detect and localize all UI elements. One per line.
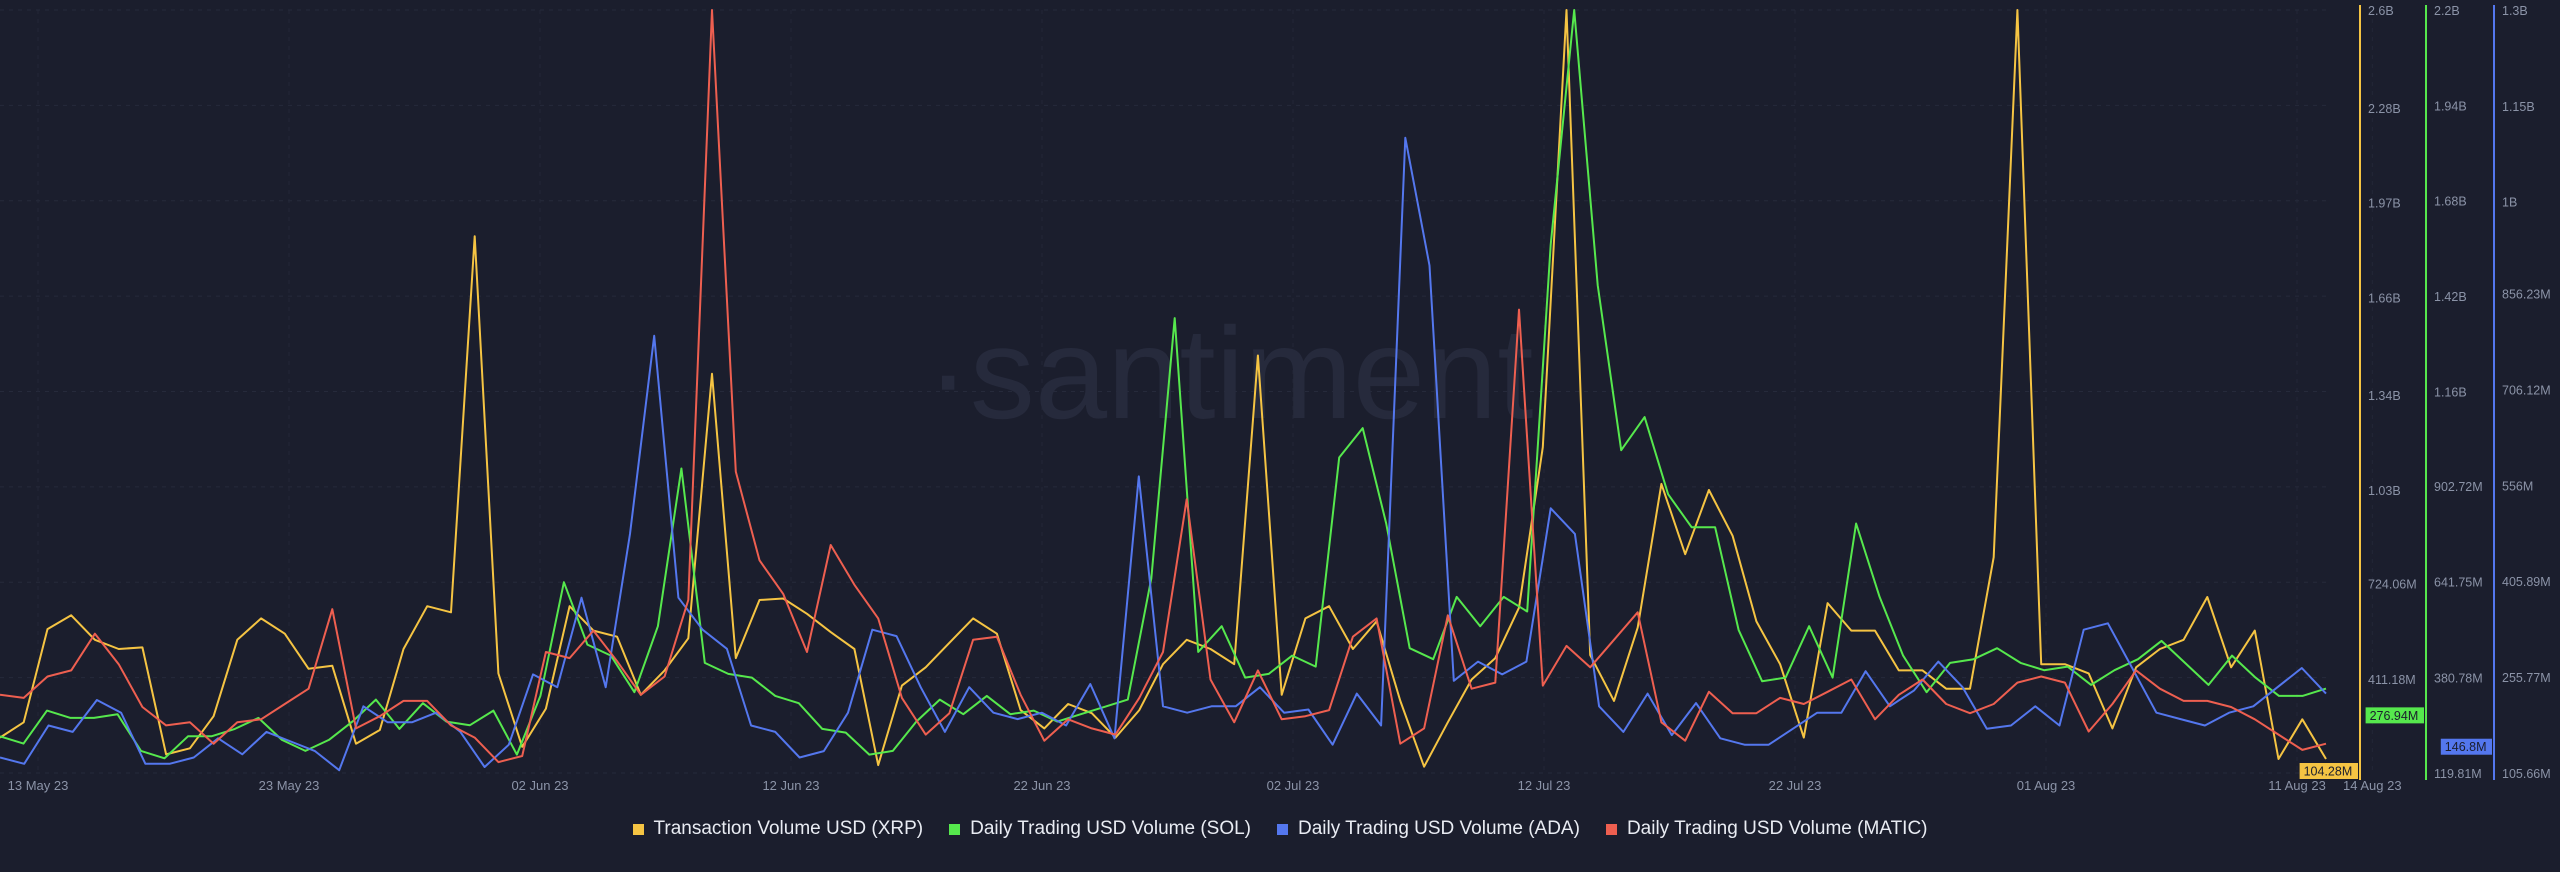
y-tick-label-ada: 1.15B — [2502, 100, 2535, 114]
legend-item-matic[interactable]: Daily Trading USD Volume (MATIC) — [1605, 818, 1928, 840]
y-tick-label-xrp: 1.34B — [2368, 389, 2401, 403]
legend-swatch-ada — [1277, 823, 1288, 835]
y-tick-label-xrp: 2.6B — [2368, 4, 2394, 18]
x-tick-label: 22 Jun 23 — [1013, 778, 1070, 793]
x-tick-label: 22 Jul 23 — [1769, 778, 1822, 793]
series-line-xrp — [0, 9, 2327, 768]
y-tick-label-xrp: 2.28B — [2368, 102, 2401, 116]
x-tick-label: 12 Jun 23 — [762, 778, 819, 793]
y-tick-label-sol: 1.68B — [2434, 195, 2467, 209]
y-tick-label-ada: 1.3B — [2502, 4, 2528, 18]
last-value-badge-ada — [2440, 738, 2492, 755]
y-tick-label-sol: 2.2B — [2434, 4, 2460, 18]
series-line-ada — [0, 136, 2327, 772]
last-value-label-sol: 276.94M — [2370, 709, 2419, 723]
axis-layer: 2.6B 2.28B 1.97B 1.66B 1.34B 1.03B 724.06M 411.… — [2299, 4, 2551, 781]
series-line-matic — [0, 9, 2327, 764]
x-tick-label: 14 Aug 23 — [2343, 778, 2402, 793]
legend-label-matic: Daily Trading USD Volume (MATIC) — [1626, 818, 1928, 839]
y-tick-label-sol: 641.75M — [2434, 576, 2483, 590]
grid-layer — [0, 9, 2373, 774]
last-value-badge-sol — [2365, 707, 2424, 724]
y-tick-label-ada: 255.77M — [2502, 671, 2551, 685]
y-tick-label-sol: 1.42B — [2434, 290, 2467, 304]
chart-legend: Transaction Volume USD (XRP) Daily Tradi… — [0, 818, 2560, 840]
x-tick-label: 02 Jul 23 — [1267, 778, 1320, 793]
x-tick-label: 13 May 23 — [8, 778, 69, 793]
y-tick-label-sol: 1.16B — [2434, 385, 2467, 399]
legend-label-xrp: Transaction Volume USD (XRP) — [653, 818, 924, 839]
legend-label-sol: Daily Trading USD Volume (SOL) — [970, 818, 1251, 839]
legend-swatch-matic — [1605, 823, 1617, 835]
y-tick-label-ada: 556M — [2502, 479, 2533, 493]
y-tick-label-xrp: 724.06M — [2368, 578, 2417, 592]
legend-label-ada: Daily Trading USD Volume (ADA) — [1298, 818, 1580, 839]
y-tick-label-ada: 706.12M — [2502, 383, 2551, 397]
last-value-badge-xrp — [2299, 763, 2358, 779]
x-tick-label: 01 Aug 23 — [2017, 778, 2076, 793]
y-tick-label-ada: 105.66M — [2502, 767, 2551, 781]
series-layer — [0, 9, 2327, 772]
last-value-label-ada: 146.8M — [2445, 740, 2487, 754]
y-tick-label-ada: 1B — [2502, 196, 2517, 210]
y-tick-label-xrp: 1.03B — [2368, 484, 2401, 498]
watermark: ·santiment — [927, 300, 1534, 446]
legend-swatch-sol — [949, 823, 961, 835]
x-tick-label: 02 Jun 23 — [511, 778, 568, 793]
legend-item-ada[interactable]: Daily Trading USD Volume (ADA) — [1277, 818, 1580, 840]
y-tick-label-sol: 119.81M — [2434, 767, 2482, 781]
legend-swatch-xrp — [632, 823, 644, 835]
x-tick-label: 23 May 23 — [259, 778, 320, 793]
x-axis: 13 May 23 23 May 23 02 Jun 23 12 Jun 23 22 J… — [8, 778, 2402, 793]
x-tick-label: 12 Jul 23 — [1518, 778, 1571, 793]
y-tick-label-xrp: 1.66B — [2368, 291, 2401, 305]
y-tick-label-sol: 1.94B — [2434, 99, 2467, 113]
y-tick-label-sol: 902.72M — [2434, 480, 2483, 494]
legend-item-sol[interactable]: Daily Trading USD Volume (SOL) — [949, 818, 1251, 840]
y-tick-label-xrp: 411.18M — [2368, 673, 2416, 687]
last-value-label-xrp: 104.28M — [2304, 765, 2353, 779]
series-line-sol — [0, 9, 2327, 760]
y-tick-label-sol: 380.78M — [2434, 671, 2483, 685]
y-tick-label-ada: 856.23M — [2502, 288, 2551, 302]
y-tick-label-xrp: 1.97B — [2368, 197, 2401, 211]
x-tick-label: 11 Aug 23 — [2268, 778, 2326, 793]
y-tick-label-ada: 405.89M — [2502, 575, 2551, 589]
legend-item-xrp[interactable]: Transaction Volume USD (XRP) — [632, 818, 924, 840]
